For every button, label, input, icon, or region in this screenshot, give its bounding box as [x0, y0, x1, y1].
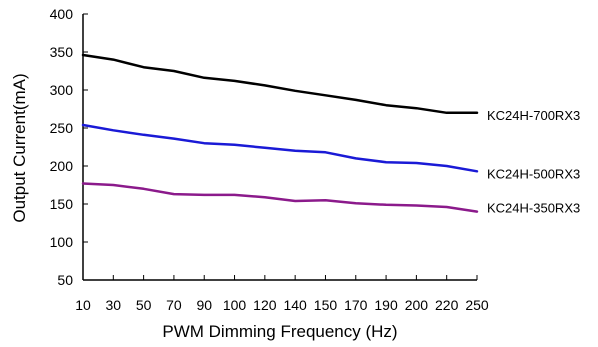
series-line: [81, 53, 479, 115]
y-tick-label: 200: [50, 158, 74, 174]
x-tick-label: 170: [344, 297, 368, 313]
y-tick-label: 350: [50, 44, 74, 60]
y-tick-label: 50: [57, 272, 73, 288]
series-label: KC24H-500RX3: [487, 166, 580, 181]
series-line: [81, 123, 479, 173]
y-tick-label: 300: [50, 82, 74, 98]
series-label: KC24H-700RX3: [487, 108, 580, 123]
y-axis-ticks: 50 100 150 200 250 300 350 400: [50, 6, 88, 288]
x-axis-ticks: 10 30 50 70 90 100 120 140 150 170 190 200 220 250: [75, 275, 489, 313]
x-tick-label: 150: [314, 297, 338, 313]
x-tick-label: 140: [283, 297, 307, 313]
x-tick-label: 120: [253, 297, 277, 313]
y-tick-label: 250: [50, 120, 74, 136]
series-lines: [81, 53, 479, 213]
y-tick-label: 400: [50, 6, 74, 22]
series-label: KC24H-350RX3: [487, 201, 580, 216]
x-tick-label: 200: [405, 297, 429, 313]
x-tick-label: 50: [136, 297, 152, 313]
x-tick-label: 90: [196, 297, 212, 313]
axes: [82, 14, 477, 281]
x-tick-label: 250: [465, 297, 489, 313]
x-axis-title: PWM Dimming Frequency (Hz): [162, 322, 397, 341]
series-labels: KC24H-700RX3 KC24H-500RX3 KC24H-350RX3: [487, 108, 580, 216]
x-tick-label: 70: [166, 297, 182, 313]
x-tick-label: 100: [223, 297, 247, 313]
x-tick-label: 30: [106, 297, 122, 313]
x-tick-label: 10: [75, 297, 91, 313]
x-tick-label: 220: [435, 297, 459, 313]
y-axis-title: Output Current(mA): [10, 73, 29, 222]
x-tick-label: 190: [374, 297, 398, 313]
y-tick-label: 150: [50, 196, 74, 212]
y-tick-label: 100: [50, 234, 74, 250]
series-line: [81, 182, 479, 213]
